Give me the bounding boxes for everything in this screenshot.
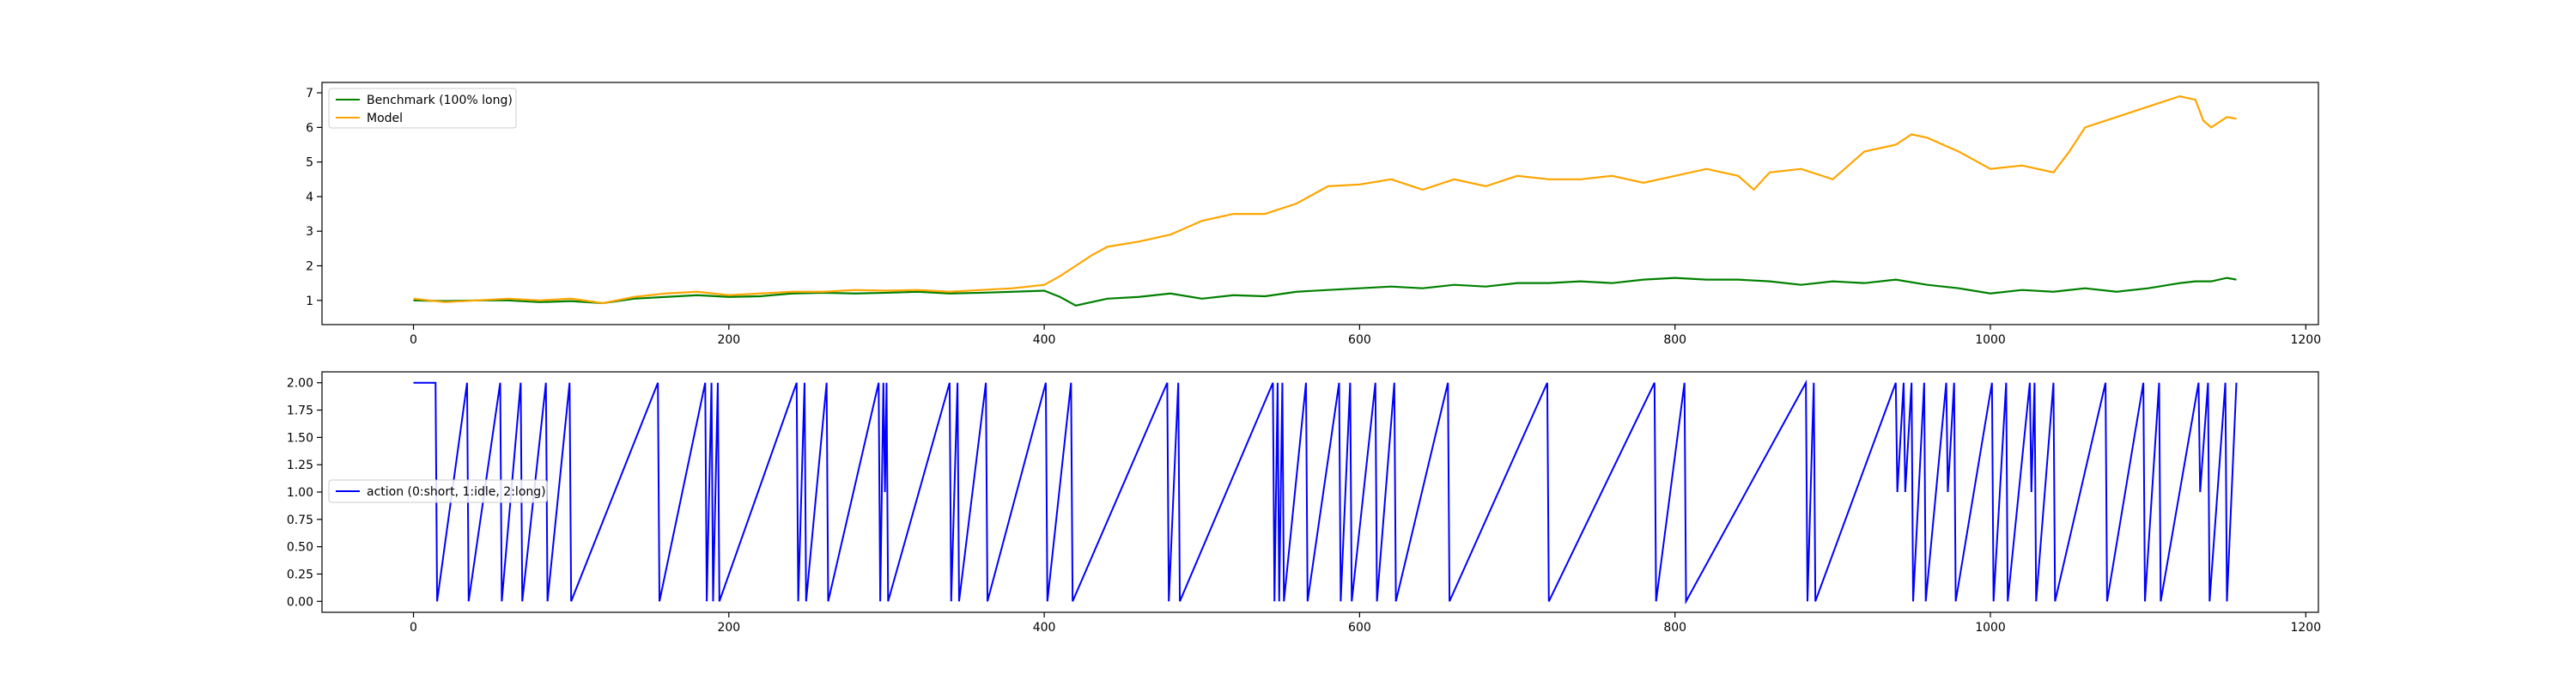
x-tick-label: 400 (1033, 621, 1056, 635)
x-tick-label: 1200 (2290, 621, 2321, 635)
y-tick-label: 0.25 (287, 568, 313, 581)
y-tick-label: 2 (306, 260, 313, 274)
x-tick-label: 1000 (1975, 621, 2006, 635)
x-tick-label: 600 (1348, 621, 1371, 635)
y-tick-label: 1.50 (287, 431, 313, 445)
x-tick-label: 200 (717, 621, 740, 635)
y-tick-label: 4 (306, 191, 313, 204)
legend-label: Model (367, 112, 403, 125)
y-tick-label: 1.00 (287, 486, 313, 500)
x-tick-label: 400 (1033, 333, 1056, 347)
legend: Benchmark (100% long) Model (328, 88, 517, 129)
y-tick-label: 3 (306, 225, 313, 239)
legend-label: action (0:short, 1:idle, 2:long) (367, 485, 546, 499)
series-line-model (413, 94, 2237, 305)
x-tick-label: 200 (717, 333, 740, 347)
x-tick-label: 0 (410, 333, 417, 347)
y-tick-label: 0.50 (287, 541, 313, 555)
legend: action (0:short, 1:idle, 2:long) (328, 479, 548, 503)
y-tick-label: 0.75 (287, 514, 313, 527)
legend-label: Benchmark (100% long) (367, 94, 513, 107)
y-tick-label: 6 (306, 121, 313, 135)
series-line-benchmark (413, 277, 2237, 307)
y-tick-label: 7 (306, 87, 313, 100)
legend-box (328, 88, 517, 129)
axes-frame (321, 82, 2319, 325)
x-tick-label: 1200 (2290, 333, 2321, 347)
x-tick-label: 800 (1663, 333, 1686, 347)
action-chart: 0 200 400 600 800 1000 1200 0.00 0.25 0.50 0.75 1.0… (287, 371, 2321, 635)
y-tick-label: 1 (306, 295, 313, 308)
y-tick-label: 1.75 (287, 404, 313, 418)
y-tick-label: 5 (306, 156, 313, 170)
equity-chart: 0 200 400 600 800 1000 1200 1 2 3 4 5 6 7 Benchmark (1… (306, 82, 2321, 347)
y-tick-label: 1.25 (287, 459, 313, 472)
series-line-action (413, 379, 2238, 605)
legend-box (328, 479, 548, 503)
x-tick-label: 800 (1663, 621, 1686, 635)
y-tick-label: 2.00 (287, 377, 313, 391)
y-tick-label: 0.00 (287, 595, 313, 609)
x-tick-label: 0 (410, 621, 417, 635)
x-tick-label: 1000 (1975, 333, 2006, 347)
x-tick-label: 600 (1348, 333, 1371, 347)
